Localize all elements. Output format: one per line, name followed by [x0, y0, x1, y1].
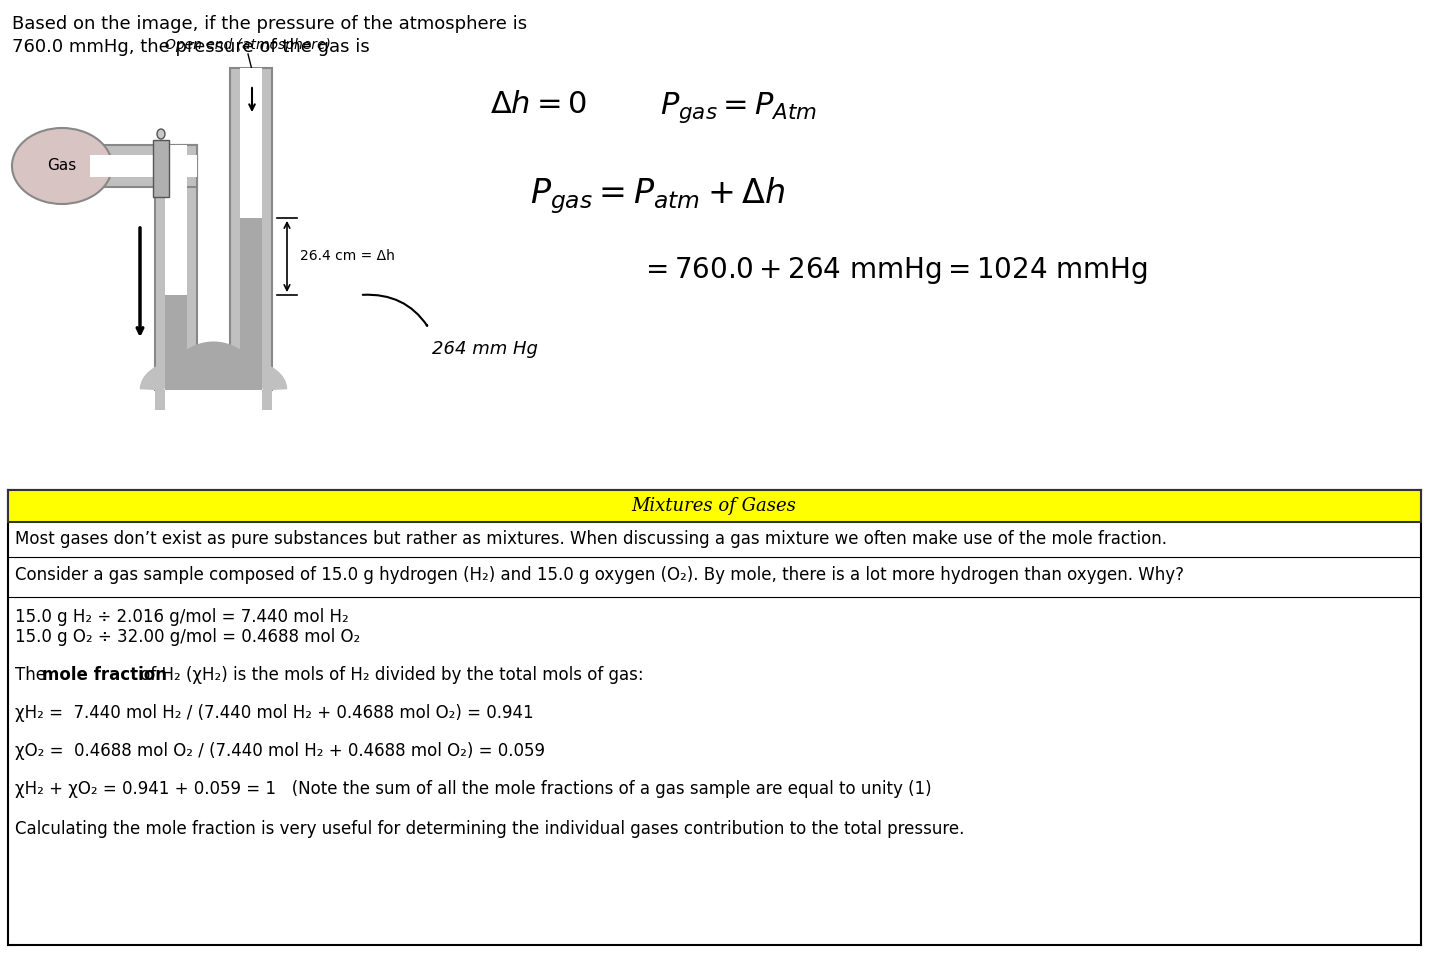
Text: 26.4 cm = Δh: 26.4 cm = Δh [300, 250, 394, 263]
Text: The: The [14, 666, 51, 684]
Bar [230, 68, 272, 390]
Text: Most gases don’t exist as pure substances but rather as mixtures. When discussin: Most gases don’t exist as pure substance… [14, 530, 1167, 548]
Text: 760.0 mmHg, the pressure of the gas is: 760.0 mmHg, the pressure of the gas is [11, 38, 370, 56]
Text: mole fraction: mole fraction [41, 666, 167, 684]
Text: χH₂ =  7.440 mol H₂ / (7.440 mol H₂ + 0.4688 mol O₂) = 0.941: χH₂ = 7.440 mol H₂ / (7.440 mol H₂ + 0.4… [14, 704, 533, 722]
Bar [164, 390, 262, 410]
Text: $P_{gas}=P_{Atm}$: $P_{gas}=P_{Atm}$ [660, 90, 817, 125]
Text: $P_{gas} = P_{atm} + \Delta h$: $P_{gas} = P_{atm} + \Delta h$ [530, 175, 786, 216]
Bar [153, 140, 169, 197]
Text: Calculating the mole fraction is very useful for determining the individual gase: Calculating the mole fraction is very us… [14, 820, 965, 838]
Bar [240, 68, 262, 390]
Ellipse shape [157, 129, 164, 139]
FancyArrowPatch shape [363, 295, 427, 325]
Wedge shape [164, 342, 262, 390]
Text: Based on the image, if the pressure of the atmosphere is: Based on the image, if the pressure of t… [11, 15, 527, 33]
Ellipse shape [11, 128, 111, 204]
Bar [9, 490, 1420, 522]
Text: Consider a gas sample composed of 15.0 g hydrogen (H₂) and 15.0 g oxygen (O₂). B: Consider a gas sample composed of 15.0 g… [14, 566, 1185, 584]
Text: Gas: Gas [47, 158, 77, 174]
Bar [154, 390, 272, 410]
Text: 264 mm Hg: 264 mm Hg [432, 340, 537, 358]
Text: Mixtures of Gases: Mixtures of Gases [632, 497, 796, 515]
Text: χH₂ + χO₂ = 0.941 + 0.059 = 1   (Note the sum of all the mole fractions of a gas: χH₂ + χO₂ = 0.941 + 0.059 = 1 (Note the … [14, 780, 932, 798]
Bar [240, 218, 262, 390]
Text: 15.0 g O₂ ÷ 32.00 g/mol = 0.4688 mol O₂: 15.0 g O₂ ÷ 32.00 g/mol = 0.4688 mol O₂ [14, 628, 360, 646]
Bar [164, 145, 187, 390]
Bar [154, 145, 197, 390]
Text: Open end (atmosphere): Open end (atmosphere) [166, 38, 332, 52]
Bar [164, 295, 187, 390]
Text: $\Delta h=0$: $\Delta h=0$ [490, 90, 587, 119]
Text: 15.0 g H₂ ÷ 2.016 g/mol = 7.440 mol H₂: 15.0 g H₂ ÷ 2.016 g/mol = 7.440 mol H₂ [14, 608, 349, 626]
Bar [90, 155, 197, 177]
Bar [90, 145, 197, 187]
Text: of H₂ (χH₂) is the mols of H₂ divided by the total mols of gas:: of H₂ (χH₂) is the mols of H₂ divided by… [134, 666, 643, 684]
Text: χO₂ =  0.4688 mol O₂ / (7.440 mol H₂ + 0.4688 mol O₂) = 0.059: χO₂ = 0.4688 mol O₂ / (7.440 mol H₂ + 0.… [14, 742, 544, 760]
Text: $= 760.0 + 264\ \mathrm{mmHg} = 1024\ \mathrm{mmHg}$: $= 760.0 + 264\ \mathrm{mmHg} = 1024\ \m… [640, 255, 1147, 286]
